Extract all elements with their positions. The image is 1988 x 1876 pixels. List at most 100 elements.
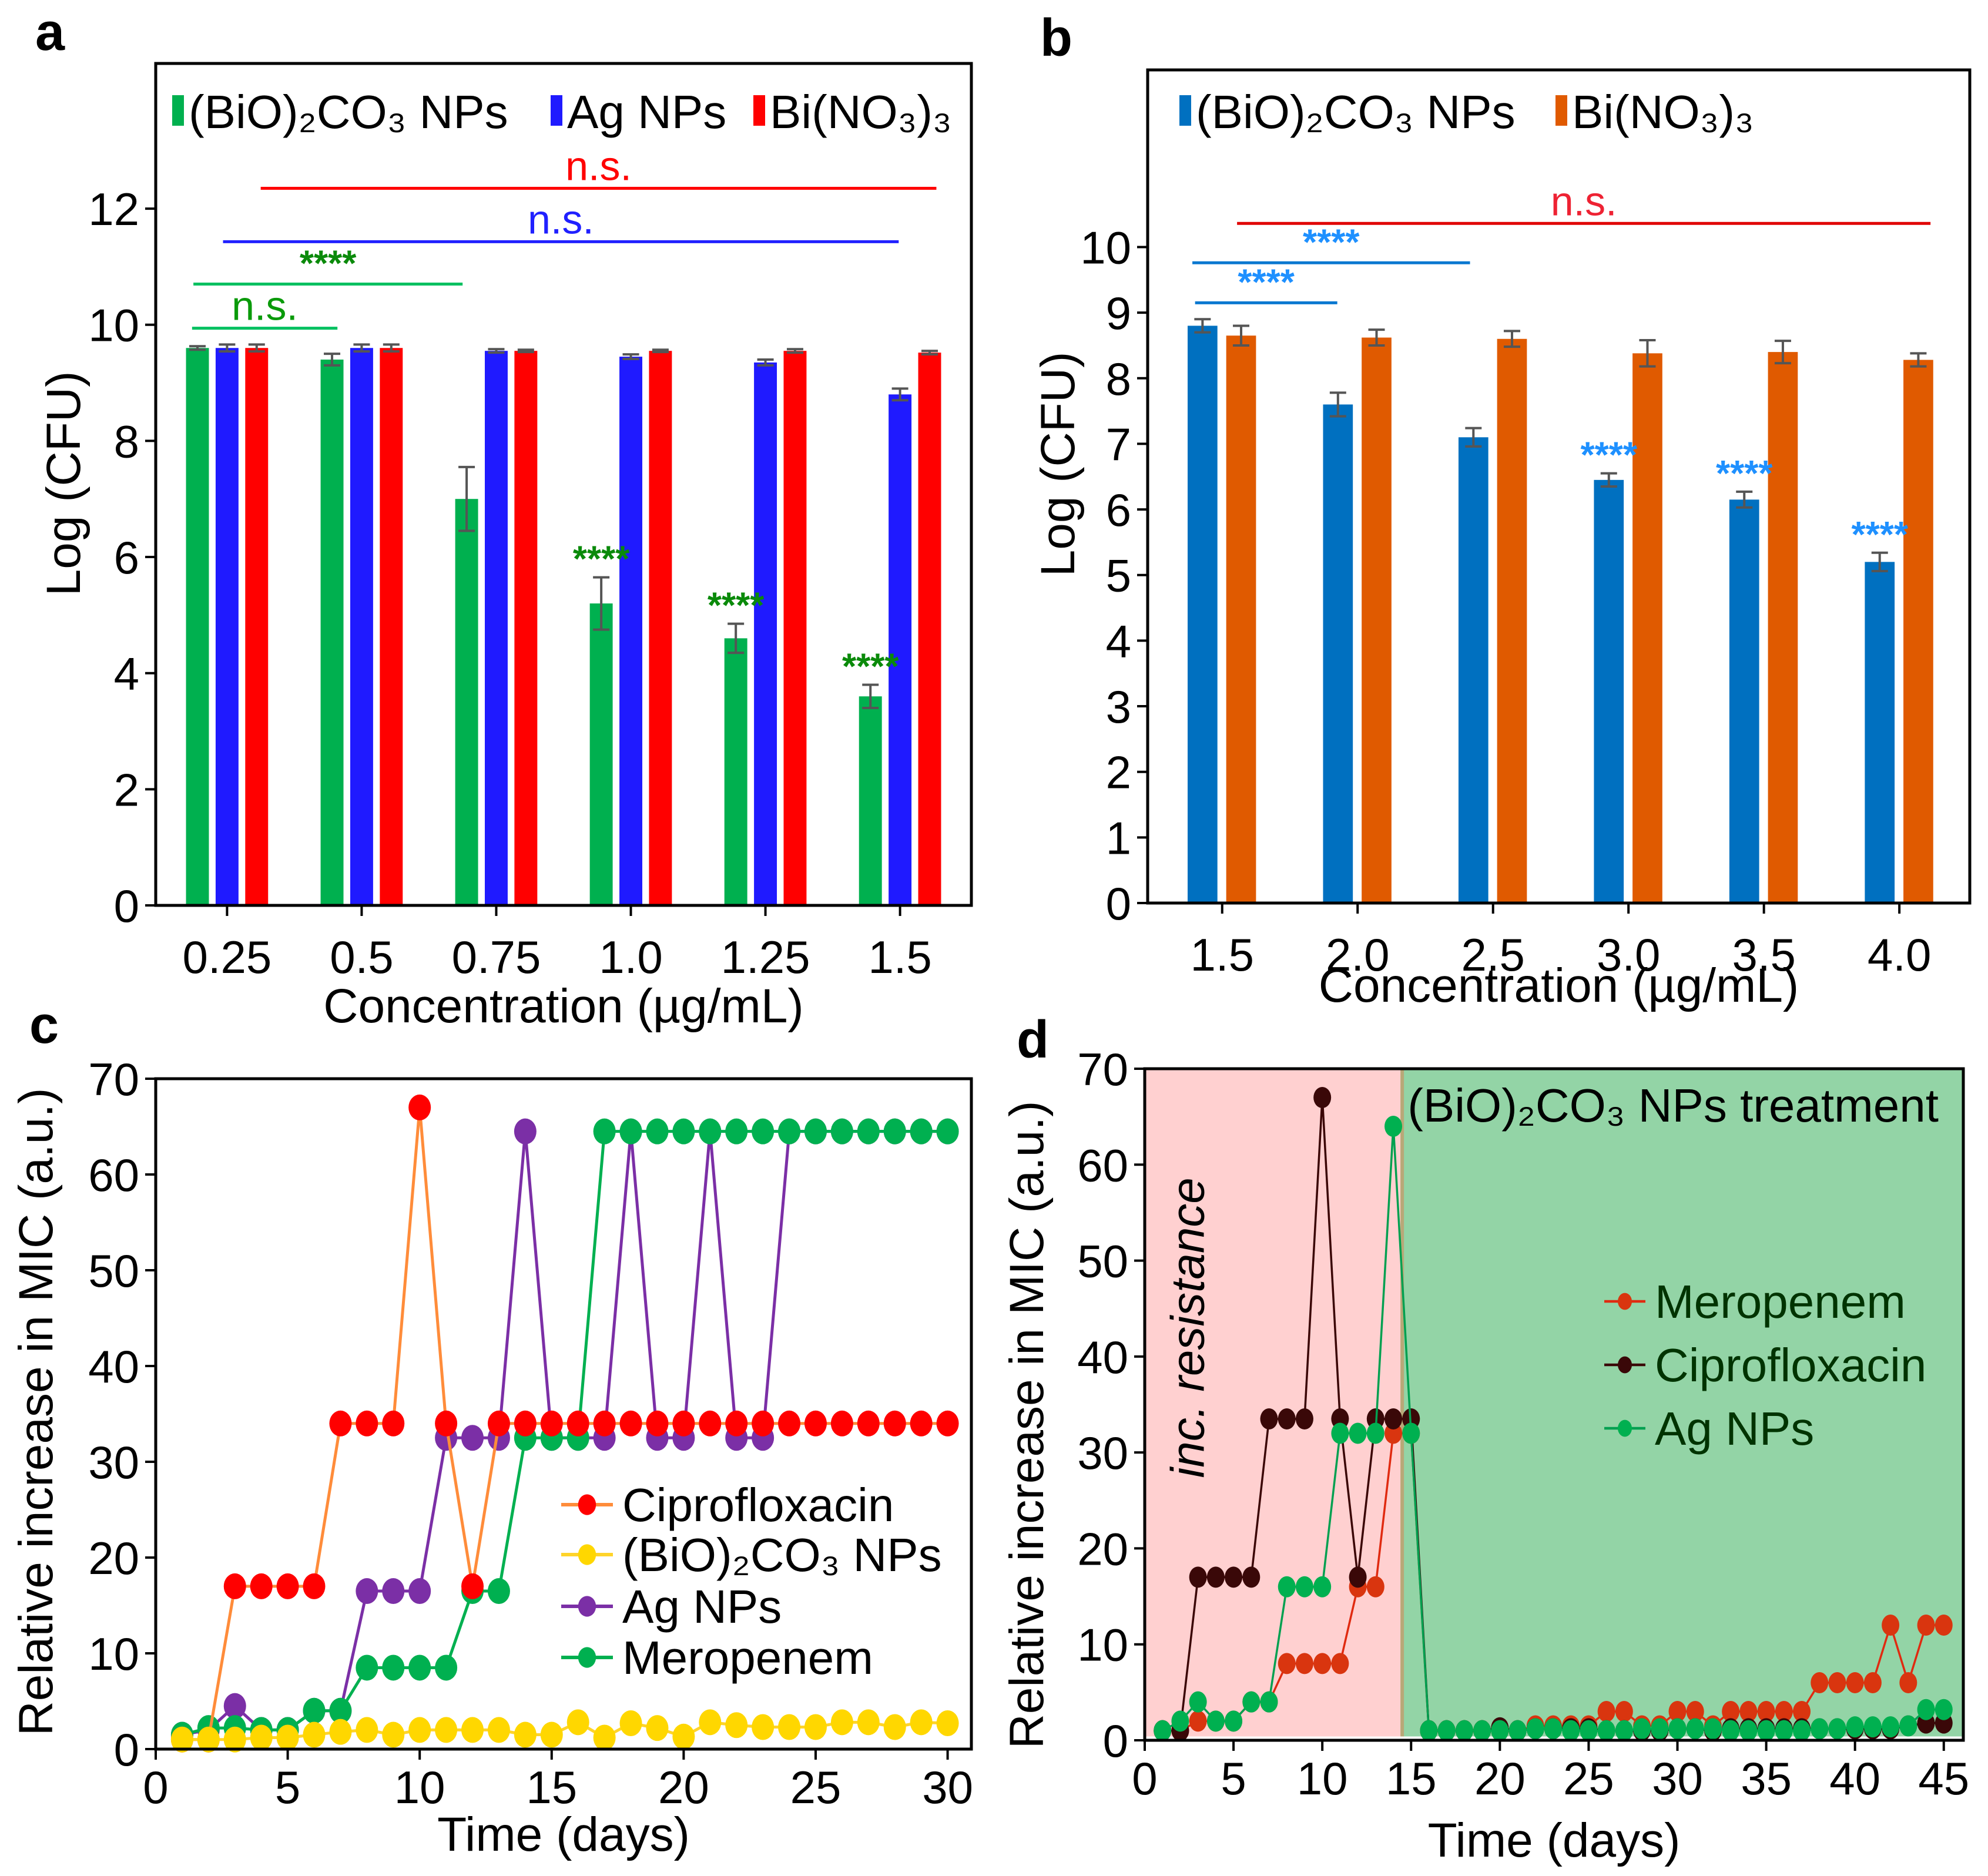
y-tick-label: 10 bbox=[1077, 1619, 1128, 1671]
bar bbox=[589, 603, 613, 905]
data-point bbox=[276, 1724, 299, 1751]
y-tick-label: 50 bbox=[88, 1245, 139, 1297]
legend-swatch bbox=[753, 95, 765, 126]
y-tick-label: 8 bbox=[114, 415, 139, 467]
legend-marker bbox=[1618, 1419, 1632, 1437]
y-axis-label: Relative increase in MIC (a.u.) bbox=[9, 1088, 63, 1736]
data-point bbox=[1206, 1710, 1225, 1732]
bar bbox=[186, 348, 209, 905]
error-bar bbox=[652, 348, 669, 354]
data-point bbox=[1508, 1720, 1527, 1741]
bar bbox=[918, 353, 941, 905]
x-tick-label: 3.0 bbox=[1597, 929, 1660, 981]
x-tick-label: 25 bbox=[790, 1761, 842, 1813]
bar bbox=[215, 348, 239, 905]
data-point bbox=[514, 1410, 537, 1437]
data-point bbox=[435, 1717, 458, 1743]
bar bbox=[1497, 338, 1527, 903]
x-axis-label: Concentration (µg/mL) bbox=[323, 979, 803, 1033]
legend-marker bbox=[578, 1494, 596, 1515]
data-point bbox=[910, 1709, 933, 1736]
x-axis-label: Concentration (µg/mL) bbox=[1319, 959, 1799, 1012]
data-point bbox=[223, 1726, 246, 1753]
data-point bbox=[170, 1726, 193, 1753]
legend-label: (BiO)₂CO₃ NPs bbox=[189, 86, 508, 138]
bar bbox=[320, 360, 344, 905]
error-bar bbox=[1910, 352, 1927, 368]
data-point bbox=[1171, 1710, 1189, 1732]
panel-c: 0 5 10 15 20 25 30 Ciprofloxacin(BiO)₂CO₃ NPsAg… bbox=[9, 996, 973, 1861]
bar bbox=[350, 348, 373, 905]
data-point bbox=[1651, 1718, 1669, 1740]
data-point bbox=[1757, 1701, 1775, 1723]
data-point bbox=[725, 1410, 748, 1437]
data-point bbox=[1757, 1720, 1775, 1741]
data-point bbox=[857, 1118, 880, 1145]
data-point bbox=[1811, 1672, 1829, 1694]
data-point bbox=[672, 1118, 695, 1145]
legend-label: Bi(NO₃)₃ bbox=[1572, 86, 1754, 138]
x-tick-label: 20 bbox=[1474, 1753, 1526, 1804]
x-tick-label: 0 bbox=[143, 1761, 168, 1813]
legend-label: Meropenem bbox=[622, 1632, 873, 1684]
data-point bbox=[1366, 1422, 1384, 1444]
data-point bbox=[936, 1710, 959, 1736]
bar bbox=[1594, 479, 1624, 903]
panel-label: d bbox=[1017, 1011, 1049, 1069]
data-point bbox=[804, 1410, 827, 1437]
data-point bbox=[1580, 1720, 1598, 1741]
data-point bbox=[1295, 1653, 1313, 1674]
data-point bbox=[1278, 1576, 1296, 1598]
data-point bbox=[593, 1724, 616, 1751]
error-bar bbox=[324, 353, 341, 367]
data-point bbox=[1775, 1701, 1793, 1723]
data-point bbox=[1846, 1716, 1864, 1738]
data-point bbox=[1491, 1720, 1509, 1741]
data-point bbox=[936, 1118, 959, 1145]
legend-marker bbox=[1618, 1356, 1632, 1374]
x-tick-label: 1.5 bbox=[868, 931, 931, 983]
data-point bbox=[1704, 1718, 1722, 1740]
data-point bbox=[1668, 1701, 1687, 1723]
data-point bbox=[1278, 1408, 1296, 1429]
legend-label: Bi(NO₃)₃ bbox=[770, 86, 952, 138]
data-point bbox=[619, 1118, 642, 1145]
data-point bbox=[1544, 1718, 1562, 1740]
y-tick-label: 4 bbox=[1106, 615, 1131, 667]
y-tick-label: 7 bbox=[1106, 418, 1131, 470]
data-point bbox=[1863, 1716, 1882, 1738]
data-point bbox=[1313, 1086, 1332, 1108]
data-point bbox=[1686, 1718, 1704, 1740]
y-tick-label: 0 bbox=[114, 880, 139, 932]
x-tick-label: 10 bbox=[394, 1761, 445, 1813]
data-point bbox=[329, 1697, 352, 1724]
legend-label: Ag NPs bbox=[567, 86, 726, 138]
y-tick-label: 2 bbox=[114, 764, 139, 815]
error-bar bbox=[1736, 490, 1753, 509]
data-point bbox=[1793, 1701, 1811, 1723]
data-point bbox=[540, 1721, 563, 1748]
significance-label: n.s. bbox=[528, 196, 594, 242]
x-tick-label: 35 bbox=[1741, 1753, 1792, 1804]
significance-label: n.s. bbox=[1551, 178, 1617, 224]
data-point bbox=[1722, 1720, 1740, 1741]
plot-frame bbox=[154, 62, 973, 907]
data-point bbox=[1899, 1672, 1917, 1694]
x-tick-label: 0.5 bbox=[330, 931, 393, 983]
data-point bbox=[830, 1709, 853, 1736]
x-tick-label: 4.0 bbox=[1868, 929, 1931, 981]
data-point bbox=[1331, 1422, 1349, 1444]
bar-significance-label: **** bbox=[842, 646, 899, 687]
data-point bbox=[1313, 1653, 1332, 1674]
y-tick-label: 12 bbox=[88, 183, 139, 235]
data-point bbox=[223, 1573, 246, 1599]
y-tick-label: 6 bbox=[1106, 484, 1131, 536]
data-point bbox=[487, 1717, 510, 1743]
bar bbox=[245, 348, 269, 905]
data-point bbox=[566, 1410, 589, 1437]
region-label-resistance: inc. resistance bbox=[1162, 1177, 1214, 1478]
y-tick-label: 70 bbox=[88, 1053, 139, 1105]
data-point bbox=[1597, 1701, 1615, 1723]
data-point bbox=[1189, 1691, 1207, 1713]
